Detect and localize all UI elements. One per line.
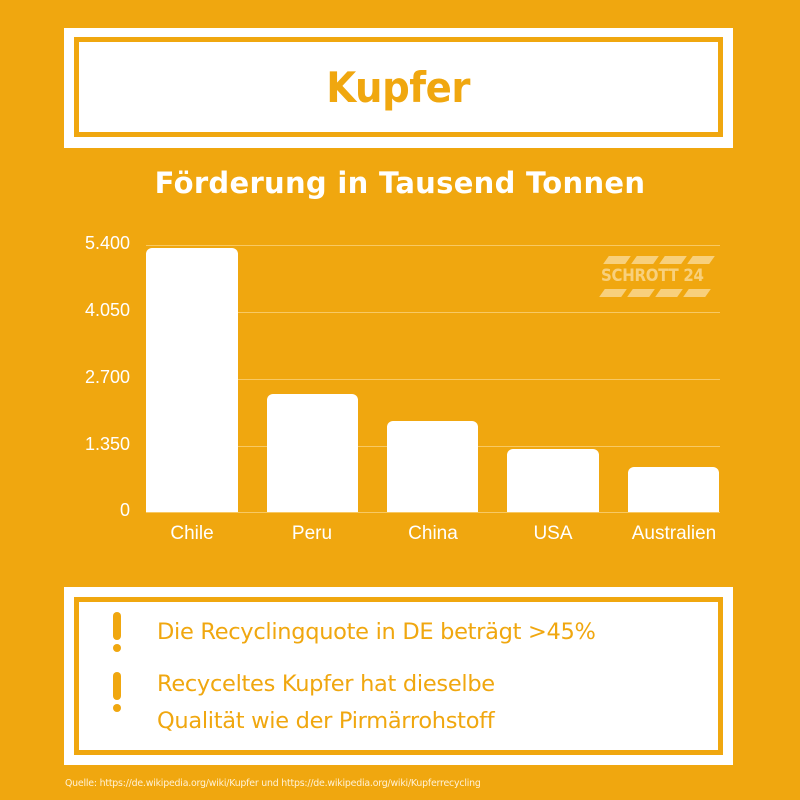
chart-title: Förderung in Tausend Tonnen (154, 166, 646, 200)
gridline (146, 379, 720, 380)
logo-stripes-top (603, 256, 715, 264)
info-frame (74, 597, 723, 755)
bar-australien (628, 467, 719, 512)
note-line: Qualität wie der Pirmärrohstoff (157, 708, 495, 734)
exclamation-icon (113, 672, 121, 712)
page-title: Kupfer (326, 62, 471, 112)
info-box (64, 587, 733, 765)
schrott24-logo: SCHROTT 24 (598, 254, 724, 300)
x-tick-label: China (408, 523, 458, 544)
bar-usa (507, 449, 599, 512)
bar-chart: 5.400 4.050 2.700 1.350 0 Chile Peru Chi… (84, 233, 724, 544)
bar-chile (146, 247, 238, 512)
note-recycling-rate: Die Recyclingquote in DE beträgt >45% (157, 614, 596, 651)
bar-peru (267, 394, 358, 512)
y-tick-label: 5.400 (84, 233, 130, 253)
source-citation: Quelle: https://de.wikipedia.org/wiki/Ku… (65, 778, 481, 789)
x-tick-label: USA (533, 523, 573, 544)
x-tick-label: Chile (170, 523, 214, 544)
title-frame: Kupfer (74, 37, 723, 137)
note-line: Die Recyclingquote in DE beträgt >45% (157, 619, 596, 645)
gridline (146, 312, 720, 313)
exclamation-icon (113, 612, 121, 652)
x-tick-label: Peru (291, 523, 333, 544)
gridline (146, 245, 720, 246)
logo-stripes-bottom (599, 289, 711, 297)
y-tick-label: 1.350 (84, 434, 130, 454)
x-tick-label: Australien (631, 523, 717, 544)
note-line: Recyceltes Kupfer hat dieselbe (157, 671, 495, 697)
note-quality: Recyceltes Kupfer hat dieselbe Qualität … (157, 666, 495, 740)
y-tick-label: 0 (119, 500, 130, 520)
y-tick-label: 2.700 (84, 367, 130, 387)
bar-china (387, 420, 478, 512)
baseline (146, 512, 720, 513)
logo-text: SCHROTT 24 (601, 266, 704, 286)
title-box: Kupfer (64, 28, 733, 148)
y-tick-label: 4.050 (84, 300, 130, 320)
